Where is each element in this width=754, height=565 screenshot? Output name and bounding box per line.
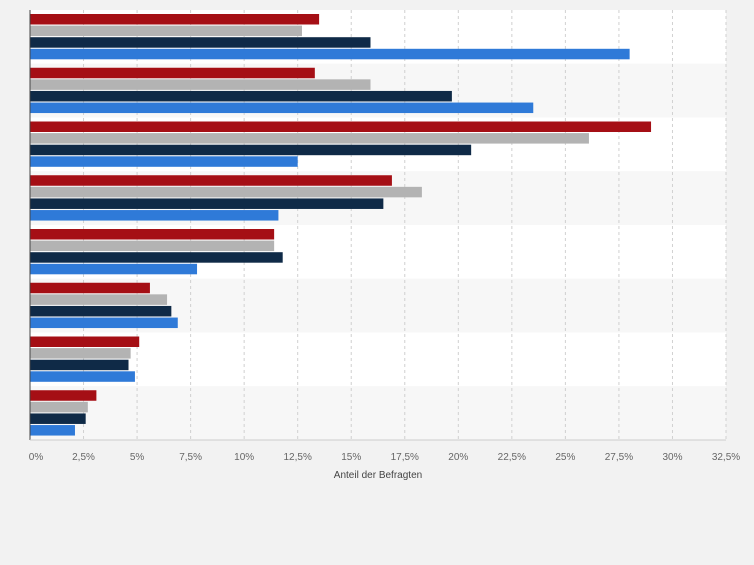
x-tick-label: 17,5% — [391, 452, 419, 463]
bar[interactable] — [30, 102, 534, 114]
x-tick-label: 12,5% — [284, 452, 312, 463]
x-tick-label: 15% — [341, 452, 361, 463]
bar[interactable] — [30, 198, 384, 209]
x-tick-label: 27,5% — [605, 452, 633, 463]
bar[interactable] — [30, 133, 589, 144]
bar[interactable] — [30, 156, 298, 167]
bar[interactable] — [30, 413, 86, 424]
bar[interactable] — [30, 390, 97, 401]
category-band — [30, 332, 726, 387]
bars — [30, 14, 652, 436]
bar[interactable] — [30, 359, 129, 371]
x-tick-label: 10% — [234, 452, 254, 463]
x-tick-label: 7,5% — [179, 452, 202, 463]
bar[interactable] — [30, 263, 198, 275]
x-tick-label: 5% — [130, 452, 145, 463]
bar[interactable] — [30, 48, 630, 60]
bar[interactable] — [30, 79, 371, 90]
bar[interactable] — [30, 305, 172, 317]
axes: 0% 2,5% 5% 7,5% 10% 12,5% 15% 17,5% 20% 22,5% 25% 2… — [29, 10, 740, 463]
bar[interactable] — [30, 186, 422, 198]
bar[interactable] — [30, 336, 140, 348]
bar[interactable] — [30, 240, 275, 252]
bar[interactable] — [30, 401, 88, 413]
x-tick-label: 25% — [555, 452, 575, 463]
bar[interactable] — [30, 348, 131, 359]
bar[interactable] — [30, 14, 320, 25]
bar[interactable] — [30, 425, 75, 436]
bar[interactable] — [30, 210, 279, 221]
bar[interactable] — [30, 294, 168, 305]
x-tick-label: 22,5% — [498, 452, 526, 463]
x-tick-label: 2,5% — [72, 452, 95, 463]
bar[interactable] — [30, 282, 150, 294]
bar[interactable] — [30, 371, 135, 382]
x-tick-label: 20% — [448, 452, 468, 463]
bar[interactable] — [30, 67, 315, 79]
x-tick-label: 0% — [29, 452, 44, 463]
bar[interactable] — [30, 317, 178, 329]
x-axis-title: Anteil der Befragten — [334, 470, 422, 481]
bar[interactable] — [30, 121, 652, 133]
bar[interactable] — [30, 252, 283, 263]
bar[interactable] — [30, 37, 371, 48]
bar[interactable] — [30, 229, 275, 240]
x-tick-label: 32,5% — [712, 452, 740, 463]
bar[interactable] — [30, 25, 302, 37]
bar[interactable] — [30, 90, 452, 102]
x-tick-label: 30% — [662, 452, 682, 463]
bar[interactable] — [30, 175, 392, 186]
bar[interactable] — [30, 144, 472, 156]
category-band — [30, 386, 726, 440]
